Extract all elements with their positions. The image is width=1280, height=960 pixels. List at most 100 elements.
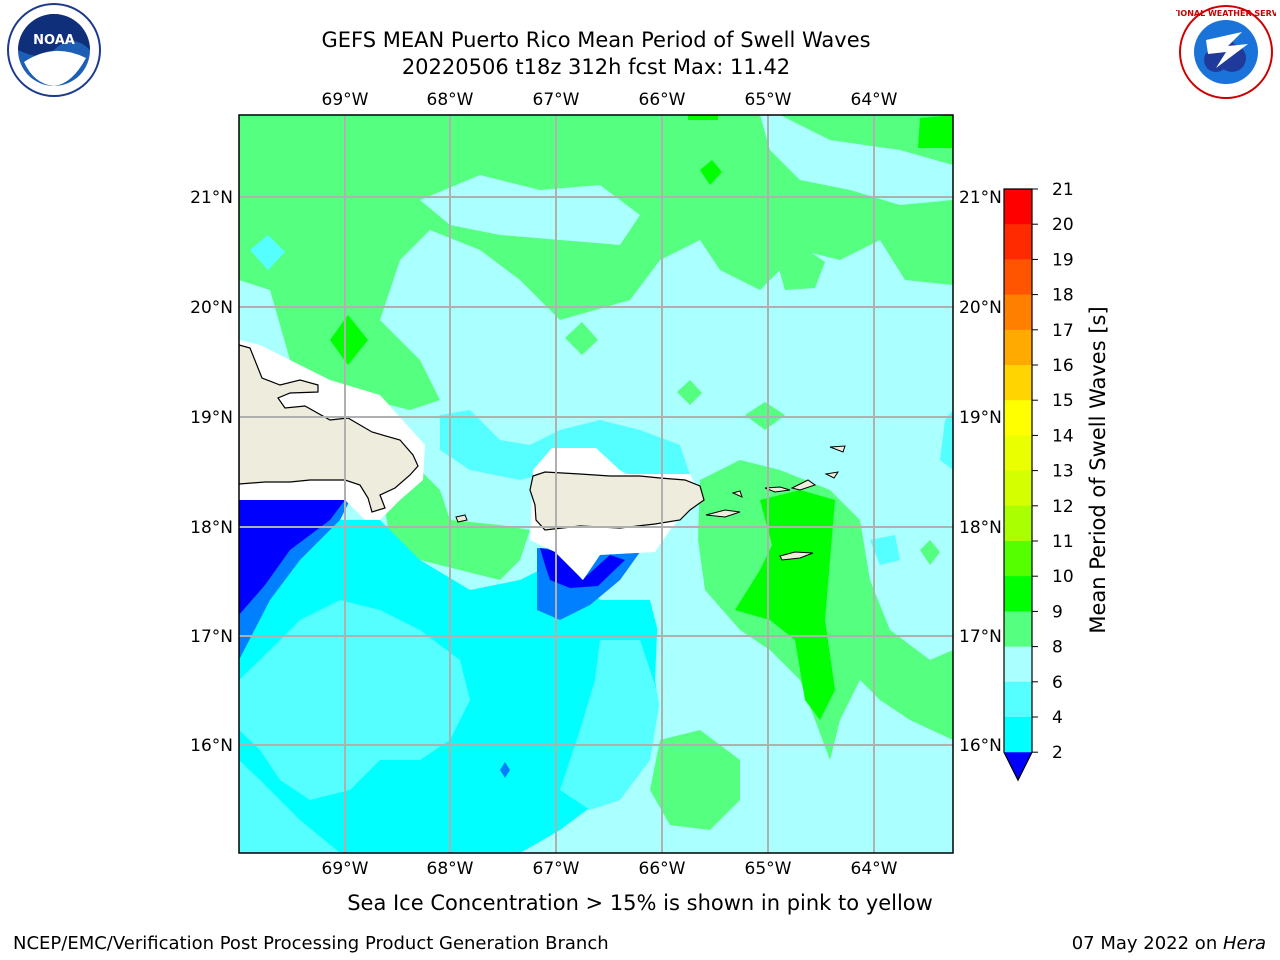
colorbar-segment xyxy=(1004,400,1032,436)
colorbar-tick-label: 15 xyxy=(1052,391,1074,411)
lat-label: 19°N xyxy=(190,408,233,428)
contour-10-11-south-pr xyxy=(380,470,530,580)
colorbar-tick-label: 11 xyxy=(1052,532,1074,552)
lon-label: 65°W xyxy=(745,90,792,110)
gridlines xyxy=(239,115,953,853)
colorbar-segment xyxy=(1004,259,1032,296)
lat-label: 17°N xyxy=(190,627,233,647)
lat-label: 20°N xyxy=(959,298,1002,318)
lat-label: 21°N xyxy=(959,188,1002,208)
colorbar-tick-label: 9 xyxy=(1052,602,1063,622)
lon-label: 64°W xyxy=(851,90,898,110)
colorbar-tick-label: 17 xyxy=(1052,321,1074,341)
colorbar-tick-label: 8 xyxy=(1052,638,1063,658)
footer-system: Hera xyxy=(1222,933,1266,954)
colorbar-tick-label: 6 xyxy=(1052,673,1063,693)
contour-9-10-north-strip xyxy=(760,115,953,205)
colorbar-tick-label: 14 xyxy=(1052,426,1074,446)
noaa-logo: NOAA xyxy=(7,3,101,97)
lat-labels-left: 21°N 20°N 19°N 18°N 17°N 16°N xyxy=(190,188,233,756)
contour-10-11-small-c xyxy=(677,380,702,405)
colorbar-segment xyxy=(1004,505,1032,542)
colorbar-extend-triangle xyxy=(1004,752,1032,781)
lon-label: 69°W xyxy=(322,859,369,879)
lon-label: 68°W xyxy=(427,90,474,110)
contour-10-11-north xyxy=(239,115,953,410)
colorbar-outline xyxy=(1003,188,1033,782)
footer-date-text: 07 May 2022 on xyxy=(1071,933,1223,954)
colorbar-segment xyxy=(1004,435,1032,472)
map-title: GEFS MEAN Puerto Rico Mean Period of Swe… xyxy=(321,28,871,52)
land-vieques xyxy=(705,509,741,518)
lat-label: 17°N xyxy=(959,627,1002,647)
contour-8-9-south-c xyxy=(239,760,340,853)
colorbar-segment xyxy=(1004,189,1032,225)
contour-10-11-small-d xyxy=(843,215,865,240)
lon-label: 65°W xyxy=(745,859,792,879)
contour-2-4-west xyxy=(239,500,345,615)
contour-9-10-north-pocket xyxy=(420,175,640,245)
contour-8-9-spot xyxy=(250,235,285,270)
contour-11-12-east-core xyxy=(735,490,835,720)
colorbar-segment xyxy=(1004,717,1032,753)
land-hispaniola xyxy=(239,344,419,513)
contour-2-4-small xyxy=(500,762,510,778)
colorbar-segment xyxy=(1004,541,1032,577)
land-puerto-rico xyxy=(529,471,705,531)
land-st-croix xyxy=(779,551,814,561)
lat-label: 16°N xyxy=(190,736,233,756)
lon-label: 67°W xyxy=(533,90,580,110)
lon-label: 66°W xyxy=(639,90,686,110)
contour-10-11-south-patch xyxy=(650,730,740,830)
colorbar-segment xyxy=(1004,329,1032,366)
lat-label: 20°N xyxy=(190,298,233,318)
colorbar-segment xyxy=(1004,365,1032,401)
contour-8-9-east-patch xyxy=(870,535,900,565)
lat-label: 19°N xyxy=(959,408,1002,428)
lat-label: 16°N xyxy=(959,736,1002,756)
contour-10-11-east-small xyxy=(920,540,940,565)
lon-label: 68°W xyxy=(427,859,474,879)
colorbar-tick-label: 2 xyxy=(1052,743,1063,763)
lon-labels-bottom: 69°W 68°W 67°W 66°W 65°W 64°W xyxy=(322,859,898,879)
contour-8-9-east xyxy=(940,410,953,470)
lat-label: 21°N xyxy=(190,188,233,208)
sea-ice-note: Sea Ice Concentration > 15% is shown in … xyxy=(347,891,933,915)
colorbar-segment xyxy=(1004,611,1032,648)
colorbar-tick-label: 13 xyxy=(1052,462,1074,482)
colorbar-segment xyxy=(1004,681,1032,718)
nws-logo: NATIONAL WEATHER SERVICE xyxy=(1176,5,1276,99)
land-vi-d xyxy=(824,471,840,479)
land-mona xyxy=(455,514,468,523)
contour-11-12-cell-b xyxy=(700,160,722,185)
contour-8-9-south-b xyxy=(560,640,660,810)
lon-labels-top: 69°W 68°W 67°W 66°W 65°W 64°W xyxy=(322,90,898,110)
lat-label: 18°N xyxy=(190,518,233,538)
colorbar-segment xyxy=(1004,294,1032,331)
footer-producer: NCEP/EMC/Verification Post Processing Pr… xyxy=(13,933,609,954)
colorbar-tick-label: 16 xyxy=(1052,356,1074,376)
colorbar xyxy=(1003,188,1033,782)
colorbar-tick-label: 4 xyxy=(1052,708,1063,728)
swell-period-field xyxy=(239,115,953,853)
colorbar-segment xyxy=(1004,646,1032,683)
colorbar-tick-label: 21 xyxy=(1052,180,1074,200)
contour-11-12-cell-d xyxy=(688,115,718,120)
colorbar-tick-label: 18 xyxy=(1052,286,1074,306)
lon-label: 69°W xyxy=(322,90,369,110)
noaa-logo-text: NOAA xyxy=(33,33,75,48)
land-vi-e xyxy=(731,490,743,498)
contour-8-9-south-a xyxy=(239,600,470,800)
contour-10-11-small-a xyxy=(565,322,598,355)
colorbar-tick-label: 10 xyxy=(1052,567,1074,587)
colorbar-label: Mean Period of Swell Waves [s] xyxy=(1086,306,1110,633)
colorbar-segment xyxy=(1004,576,1032,612)
land-vi-c xyxy=(829,445,846,453)
contour-11-12-cell-c xyxy=(330,315,368,365)
lat-labels-right: 21°N 20°N 19°N 18°N 17°N 16°N xyxy=(959,188,1002,756)
colorbar-tick-label: 12 xyxy=(1052,497,1074,517)
contour-10-11-east-patch xyxy=(775,245,825,290)
colorbar-ticks: 21 20 19 18 17 16 15 14 13 12 11 10 9 8 6 4 2 xyxy=(1032,180,1074,763)
land-vi-b xyxy=(790,479,817,491)
